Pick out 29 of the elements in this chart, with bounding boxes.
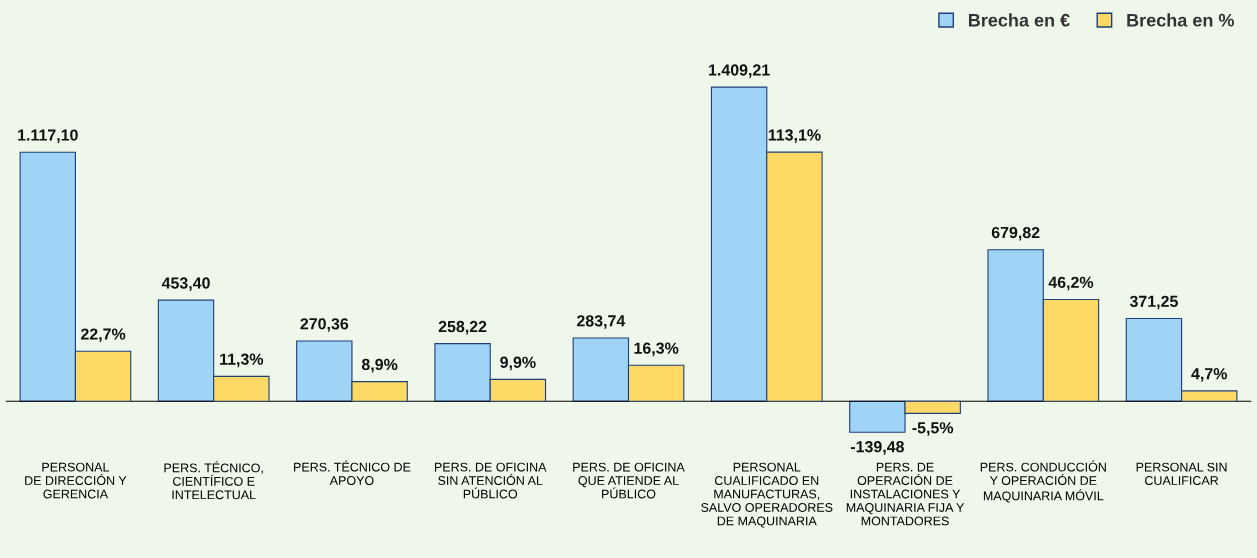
legend-label: Brecha en %	[1127, 13, 1234, 27]
x-tick-label: PERSONAL DE DIRECCIÓN Y GERENCIA	[25, 462, 127, 499]
data-label: 283,74	[576, 315, 626, 329]
data-label: 453,40	[161, 277, 210, 291]
data-label: 1.117,10	[18, 129, 78, 144]
data-label: 270,36	[300, 318, 349, 332]
data-label: 258,22	[438, 320, 487, 335]
data-label: 9,9%	[500, 356, 536, 371]
x-tick-label: PERS. TÉCNICO DE APOYO	[294, 460, 411, 485]
data-label: 46,2%	[1048, 276, 1094, 291]
data-label: 679,82	[991, 226, 1040, 241]
x-tick-label: PERS. DE OPERACIÓN DE INSTALACIONES Y MAQUINARIA FIJA Y MONTADORES	[846, 462, 965, 526]
x-tick-label: PERSONAL CUALIFICADO EN MANUFACTURAS, SALVO OPERADORES DE MAQUINARIA	[701, 462, 833, 528]
data-label: -5,5%	[912, 422, 954, 436]
x-tick-label: PERS. DE OFICINA SIN ATENCIÓN AL PÚBLICO	[435, 462, 547, 499]
x-tick-label: PERSONAL SIN CUALIFICAR	[1136, 462, 1227, 485]
data-label: 11,3%	[220, 353, 264, 368]
x-tick-label: PERS. DE OFICINA QUE ATIENDE AL PÚBLICO	[573, 462, 685, 499]
data-label: 16,3%	[634, 342, 679, 357]
legend-label: Brecha en €	[968, 13, 1070, 27]
x-tick-label: PERS. TÉCNICO, CIENTÍFICO E INTELECTUAL	[164, 461, 263, 500]
data-label: 4,7%	[1191, 368, 1228, 382]
data-label: 371,25	[1129, 295, 1178, 310]
data-label: 22,7%	[80, 328, 126, 343]
data-label: 113,1%	[768, 129, 821, 143]
x-tick-label: PERS. CONDUCCIÓN Y OPERACIÓN DE MAQUINARIA MÓVIL	[980, 460, 1106, 503]
data-label: -139,48	[850, 441, 904, 455]
data-label: 1.409,21	[709, 64, 770, 78]
data-label: 8,9%	[361, 358, 398, 373]
